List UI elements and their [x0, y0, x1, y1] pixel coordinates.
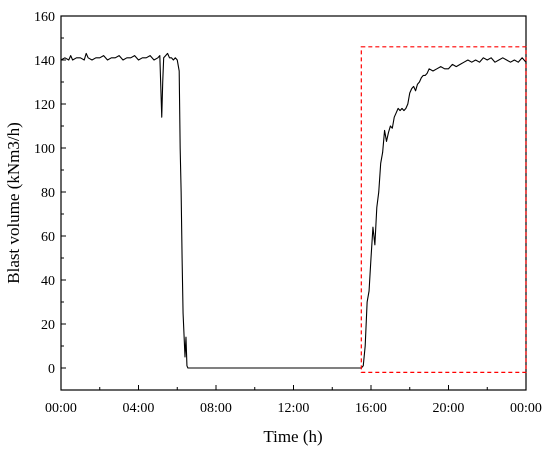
x-tick-label: 00:00 [45, 401, 77, 416]
plot-frame [60, 15, 527, 391]
y-tick-label: 0 [48, 362, 55, 377]
x-axis-ticks [60, 385, 527, 390]
y-tick-label: 60 [41, 230, 55, 245]
series-line [60, 52, 527, 369]
y-axis-ticks [61, 15, 66, 369]
y-tick-label: 80 [41, 186, 55, 201]
y-tick-label: 100 [34, 142, 55, 157]
y-tick-label: 20 [41, 318, 55, 333]
y-tick-label: 40 [41, 274, 55, 289]
x-tick-label: 08:00 [200, 401, 232, 416]
y-tick-label: 160 [34, 10, 55, 25]
x-tick-label: 16:00 [355, 401, 387, 416]
x-tick-label: 00:00 [510, 401, 542, 416]
x-axis-tick-labels: 00:00 04:00 08:00 12:00 16:00 20:00 00:00 [45, 401, 542, 416]
y-axis-title: Blast volume (kNm3/h) [4, 122, 23, 283]
plot-area: 0 20 40 60 80 100 120 140 160 00:00 04:00 08:00 12:… [34, 10, 542, 416]
y-tick-label: 120 [34, 98, 55, 113]
x-tick-label: 04:00 [123, 401, 155, 416]
x-tick-label: 20:00 [433, 401, 465, 416]
x-axis-title: Time (h) [263, 427, 322, 446]
x-tick-label: 12:00 [278, 401, 310, 416]
y-axis-tick-labels: 0 20 40 60 80 100 120 140 160 [34, 10, 55, 377]
highlight-box [360, 46, 527, 374]
y-tick-label: 140 [34, 54, 55, 69]
